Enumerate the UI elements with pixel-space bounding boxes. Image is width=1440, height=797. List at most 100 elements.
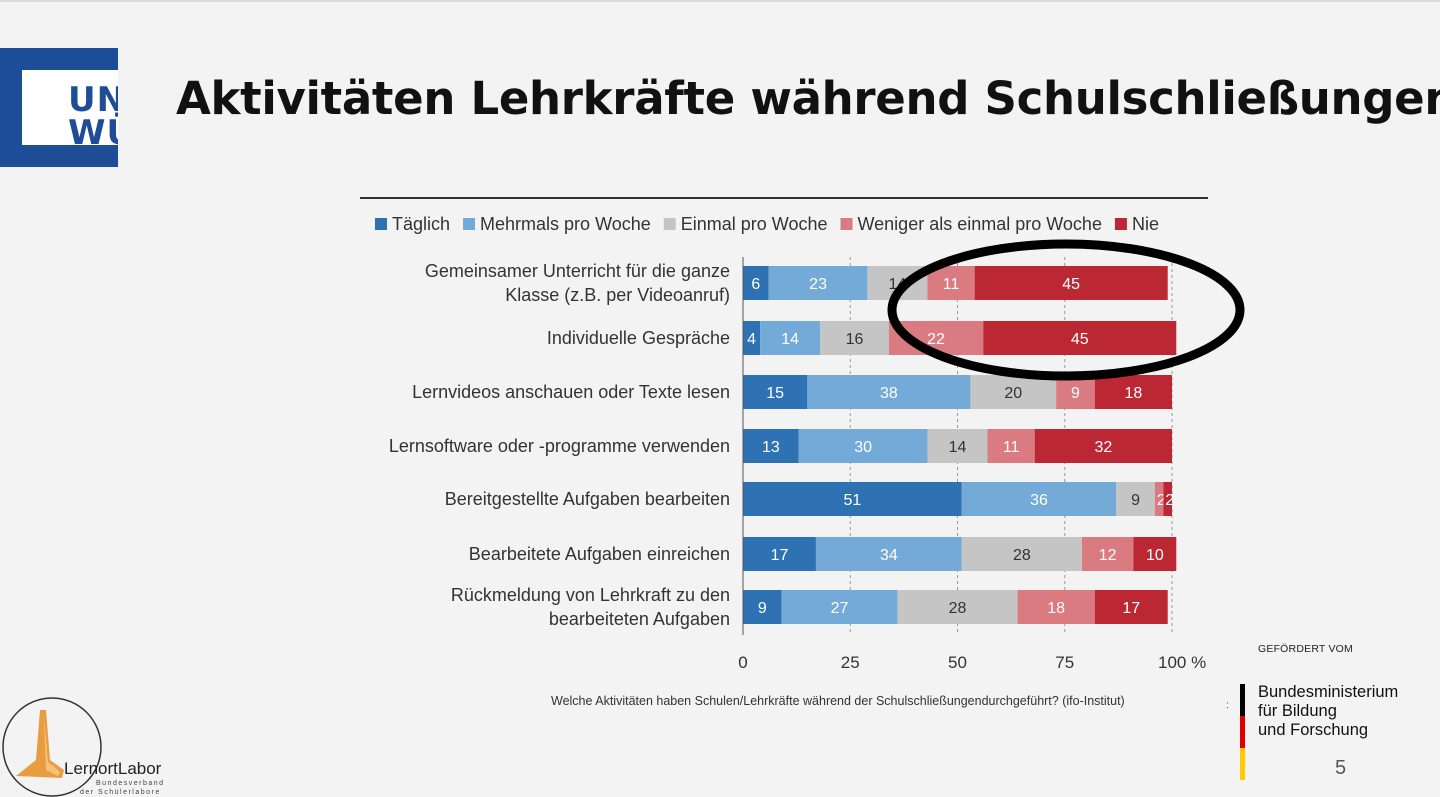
bar-value-label: 45 <box>1071 331 1089 348</box>
bar-value-label: 30 <box>854 439 872 456</box>
bar-segment <box>743 590 782 624</box>
category-label: Bereitgestellte Aufgaben bearbeiten <box>445 489 730 509</box>
bar-value-label: 4 <box>747 331 756 348</box>
bar-segment <box>1154 482 1164 516</box>
bar-segment <box>760 321 821 355</box>
x-tick-label: 25 <box>841 653 860 672</box>
x-tick-label: 50 <box>948 653 967 672</box>
ministry-line-2: für Bildung <box>1258 702 1337 720</box>
bar-value-label: 34 <box>880 547 898 564</box>
legend-label: Einmal pro Woche <box>681 214 828 234</box>
lernort-sub-1: Bundesverband <box>96 780 165 787</box>
bar-value-label: 12 <box>1099 547 1117 564</box>
bar-segment <box>974 266 1168 300</box>
bar-value-label: 9 <box>1071 385 1080 402</box>
ministry-line-1: Bundesministerium <box>1258 683 1399 701</box>
bar-value-label: 16 <box>846 331 864 348</box>
legend-swatch <box>1114 218 1127 230</box>
bar-segment <box>927 266 975 300</box>
bar-segment <box>987 429 1035 463</box>
bar-segment <box>743 482 962 516</box>
legend-swatch <box>663 218 676 230</box>
bar-segment <box>1056 375 1095 409</box>
bar-value-label: 23 <box>809 276 827 293</box>
ministry-line-3: und Forschung <box>1258 721 1369 739</box>
bar-segment <box>743 429 799 463</box>
slide-title: Aktivitäten Lehrkräfte während Schulschl… <box>176 72 1440 125</box>
bar-segment <box>927 429 988 463</box>
category-label: Rückmeldung von Lehrkraft zu den <box>451 585 730 605</box>
bar-value-label: 9 <box>1131 492 1140 509</box>
bar-value-label: 11 <box>943 276 960 293</box>
x-tick-label: 100 % <box>1158 653 1206 672</box>
bar-segment <box>983 321 1177 355</box>
german-flag-bar <box>1240 684 1245 780</box>
bar-value-label: 20 <box>1004 385 1022 402</box>
chart-caption: Welche Aktivitäten haben Schulen/Lehrkrä… <box>551 694 1125 708</box>
bar-value-label: 22 <box>927 331 945 348</box>
logo-line-2: WÜ <box>68 113 118 145</box>
university-logo-text: UNI WÜ <box>68 80 118 145</box>
lernort-wordmark: LernortLabor <box>64 759 162 778</box>
bar-value-label: 28 <box>949 600 967 617</box>
legend-label: Mehrmals pro Woche <box>480 214 651 234</box>
lernort-flask-icon <box>16 710 64 778</box>
bar-segment <box>743 321 761 355</box>
x-axis-ticks: 0 25 50 75 100 % <box>738 653 1206 672</box>
page-number: 5 <box>1335 757 1347 779</box>
bar-value-label: 11 <box>1003 439 1020 456</box>
bar-value-label: 2 <box>1165 492 1174 509</box>
category-label: Klasse (z.B. per Videoanruf) <box>505 285 730 305</box>
legend-swatch <box>375 218 387 230</box>
bar-segment <box>743 537 816 571</box>
legend-label: Täglich <box>392 214 450 234</box>
bar-segment <box>1116 482 1155 516</box>
logo-line-1: UNI <box>68 80 118 120</box>
category-label: Gemeinsamer Unterricht für die ganze <box>425 261 730 281</box>
bar-value-label: 18 <box>1124 385 1142 402</box>
bar-value-label: 27 <box>831 600 849 617</box>
flag-black <box>1240 684 1245 716</box>
bar-value-label: 18 <box>1047 600 1065 617</box>
bar-value-label: 32 <box>1094 439 1112 456</box>
legend-swatch <box>463 218 476 230</box>
chart-legend: Täglich Mehrmals pro Woche Einmal pro Woch… <box>375 214 1159 234</box>
category-labels: Gemeinsamer Unterricht für die ganze Klas… <box>389 261 730 629</box>
bar-value-label: 15 <box>766 385 784 402</box>
lernort-sub-2: der Schülerlabore <box>80 789 161 796</box>
x-tick-label: 0 <box>738 653 747 672</box>
bar-value-label: 17 <box>771 547 789 564</box>
category-label: bearbeiteten Aufgaben <box>549 609 730 629</box>
sponsor-label: GEFÖRDERT VOM <box>1258 643 1353 655</box>
highlight-ellipse <box>887 239 1245 381</box>
bar-segment <box>1034 429 1172 463</box>
bar-value-label: 13 <box>762 439 780 456</box>
bar-value-label: 38 <box>880 385 898 402</box>
bar-segment <box>807 375 971 409</box>
bar-segment <box>1017 590 1095 624</box>
bar-segment <box>820 321 889 355</box>
bar-segment <box>1094 375 1172 409</box>
bar-segment <box>1094 590 1168 624</box>
top-border <box>0 0 1440 2</box>
caption-colon: : <box>1226 700 1229 711</box>
bar-value-label: 17 <box>1122 600 1140 617</box>
bar-value-label: 14 <box>949 439 967 456</box>
category-label: Bearbeitete Aufgaben einreichen <box>469 544 730 564</box>
bar-segment <box>961 482 1117 516</box>
bar-segment <box>1133 537 1177 571</box>
university-logo-panel: UNI WÜ <box>22 70 118 145</box>
bar-segment <box>781 590 898 624</box>
legend-swatch <box>840 218 853 230</box>
category-label: Lernsoftware oder -programme verwenden <box>389 436 730 456</box>
bar-segment <box>1163 482 1172 516</box>
legend-label: Weniger als einmal pro Woche <box>858 214 1102 234</box>
bar-segment <box>798 429 928 463</box>
x-tick-label: 75 <box>1055 653 1074 672</box>
bar-value-label: 14 <box>781 331 799 348</box>
lernort-circle <box>2 697 102 797</box>
bar-value-label: 10 <box>1146 547 1164 564</box>
bar-segment <box>815 537 962 571</box>
bar-value-label: 36 <box>1030 492 1048 509</box>
